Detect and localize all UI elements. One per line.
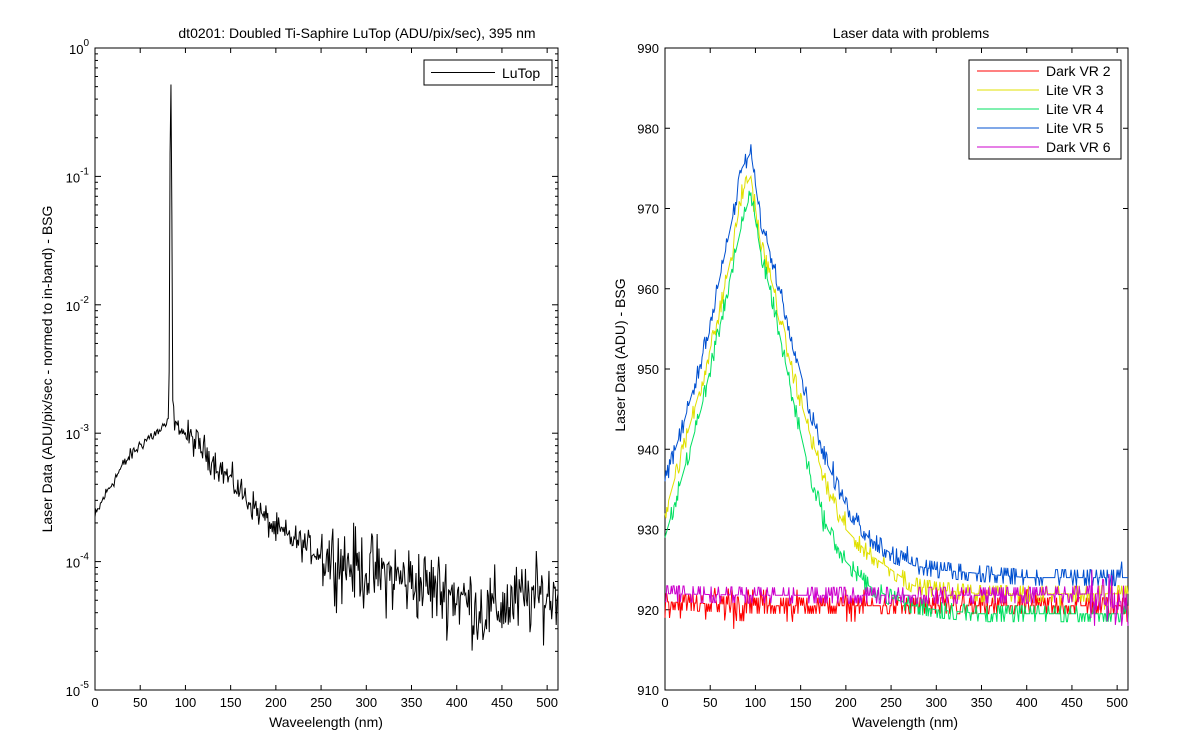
- right-chart-title: Laser data with problems: [833, 25, 989, 41]
- left-y-axis-label: Laser Data (ADU/pix/sec - normed to in-b…: [39, 206, 55, 533]
- right-chart: Laser data with problems Wavelength (nm)…: [612, 25, 1129, 730]
- right-x-axis-label: Wavelength (nm): [852, 714, 958, 730]
- right-x-tick-label: 350: [971, 695, 993, 710]
- right-y-tick-label: 940: [637, 442, 659, 457]
- right-y-axis-label: Laser Data (ADU) - BSG: [612, 278, 628, 431]
- right-y-ticks: 910 920 930 940 950 960 970 980 990: [637, 41, 1128, 698]
- right-y-tick-label: 960: [637, 282, 659, 297]
- right-legend-label-lite-vr-4: Lite VR 4: [1046, 101, 1104, 117]
- left-y-tick-label: 10-5: [66, 680, 90, 699]
- right-y-tick-label: 990: [637, 41, 659, 56]
- right-x-tick-label: 250: [880, 695, 902, 710]
- right-x-tick-label: 0: [661, 695, 668, 710]
- right-x-tick-label: 100: [745, 695, 767, 710]
- left-x-tick-label: 250: [310, 695, 332, 710]
- left-plot-area: [94, 47, 559, 691]
- right-x-tick-label: 450: [1061, 695, 1083, 710]
- left-x-tick-label: 150: [220, 695, 242, 710]
- right-legend-label-lite-vr-3: Lite VR 3: [1046, 82, 1104, 98]
- left-x-tick-label: 350: [401, 695, 423, 710]
- left-x-tick-label: 50: [133, 695, 147, 710]
- left-legend: LuTop: [423, 59, 553, 86]
- right-legend-label-lite-vr-5: Lite VR 5: [1046, 120, 1104, 136]
- left-y-tick-label: 10-2: [66, 295, 90, 314]
- right-legend-label-dark-vr-2: Dark VR 2: [1046, 63, 1111, 79]
- left-x-tick-label: 200: [265, 695, 287, 710]
- left-y-tick-label: 10-3: [66, 423, 90, 442]
- left-chart: dt0201: Doubled Ti-Saphire LuTop (ADU/pi…: [39, 25, 559, 730]
- right-y-tick-label: 910: [637, 683, 659, 698]
- right-y-tick-label: 970: [637, 202, 659, 217]
- left-x-tick-label: 400: [446, 695, 468, 710]
- right-x-tick-label: 400: [1016, 695, 1038, 710]
- left-x-axis-label: Waveelength (nm): [269, 714, 383, 730]
- left-legend-label-lutop: LuTop: [502, 65, 540, 81]
- right-x-tick-label: 150: [790, 695, 812, 710]
- left-x-ticks: 0 50 100 150 200 250 300 350 400 450 500: [91, 48, 558, 710]
- right-x-tick-label: 50: [703, 695, 717, 710]
- left-series-group: [94, 84, 559, 651]
- left-y-tick-label: 10-1: [66, 166, 90, 185]
- right-x-tick-label: 300: [925, 695, 947, 710]
- right-x-tick-label: 500: [1106, 695, 1128, 710]
- right-y-tick-label: 980: [637, 121, 659, 136]
- left-series-line-lutop: [94, 84, 559, 651]
- left-x-tick-label: 300: [355, 695, 377, 710]
- right-series-line-dark-vr-6: [664, 569, 1129, 626]
- left-y-tick-label: 100: [69, 38, 89, 57]
- right-x-ticks: 0 50 100 150 200 250 300 350 400 450 500: [661, 48, 1128, 710]
- left-chart-title: dt0201: Doubled Ti-Saphire LuTop (ADU/pi…: [178, 25, 535, 41]
- right-y-tick-label: 920: [637, 603, 659, 618]
- right-series-line-lite-vr-5: [664, 144, 1128, 587]
- left-x-tick-label: 0: [91, 695, 98, 710]
- right-legend: Dark VR 2 Lite VR 3 Lite VR 4 Lite VR 5 …: [968, 59, 1122, 160]
- left-x-tick-label: 500: [536, 695, 558, 710]
- left-x-tick-label: 100: [175, 695, 197, 710]
- right-series-line-lite-vr-3: [664, 174, 1129, 610]
- right-series-group: [664, 144, 1129, 629]
- left-y-tick-label: 10-4: [66, 552, 90, 571]
- right-legend-label-dark-vr-6: Dark VR 6: [1046, 139, 1111, 155]
- right-x-tick-label: 200: [835, 695, 857, 710]
- left-x-tick-label: 450: [491, 695, 513, 710]
- right-y-tick-label: 950: [637, 362, 659, 377]
- right-y-tick-label: 930: [637, 523, 659, 538]
